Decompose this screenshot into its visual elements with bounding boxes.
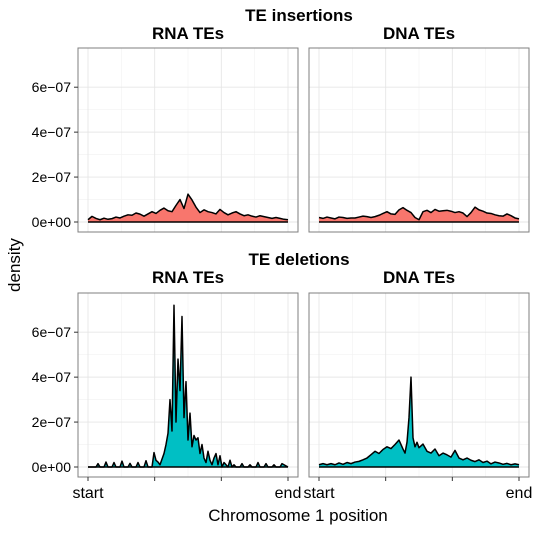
y-tick-label: 0e+00	[32, 459, 72, 475]
density-area	[319, 207, 519, 222]
panel-0-1: DNA TEs	[308, 24, 530, 233]
panel-title: RNA TEs	[152, 24, 224, 43]
y-tick-label: 2e−07	[32, 169, 72, 185]
panel-border	[308, 47, 530, 233]
panel-border	[308, 292, 530, 478]
density-line	[87, 193, 289, 221]
density-line	[318, 206, 520, 221]
x-tick-label: end	[275, 485, 302, 502]
y-tick-label: 6e−07	[32, 79, 72, 95]
density-area	[88, 194, 288, 222]
x-axis-label: Chromosome 1 position	[208, 506, 388, 525]
y-axis-label: density	[5, 238, 24, 292]
panel-1-0: RNA TEs 0e+00 2e−07 4e−07 6e−07 start end	[32, 268, 302, 502]
y-tick-label: 4e−07	[32, 124, 72, 140]
panel-1-1: DNA TEs start end	[303, 268, 532, 502]
group-title-deletions: TE deletions	[248, 250, 349, 269]
y-tick-label: 2e−07	[32, 414, 72, 430]
group-title-insertions: TE insertions	[245, 6, 353, 25]
panel-border	[77, 47, 299, 233]
density-area	[319, 377, 519, 467]
y-tick-label: 0e+00	[32, 214, 72, 230]
x-tick-label: start	[303, 485, 335, 502]
x-tick-label: end	[506, 485, 533, 502]
panels-layer: RNA TEs 0e+00 2e−07 4e−07 6e−07 DNA TEs RNA TE…	[32, 24, 533, 502]
density-line	[318, 376, 520, 466]
panel-title: DNA TEs	[383, 268, 455, 287]
panel-border	[77, 292, 299, 478]
panel-title: RNA TEs	[152, 268, 224, 287]
y-tick-label: 6e−07	[32, 324, 72, 340]
panel-0-0: RNA TEs 0e+00 2e−07 4e−07 6e−07	[32, 24, 299, 233]
panel-title: DNA TEs	[383, 24, 455, 43]
y-tick-label: 4e−07	[32, 369, 72, 385]
x-tick-label: start	[72, 485, 104, 502]
